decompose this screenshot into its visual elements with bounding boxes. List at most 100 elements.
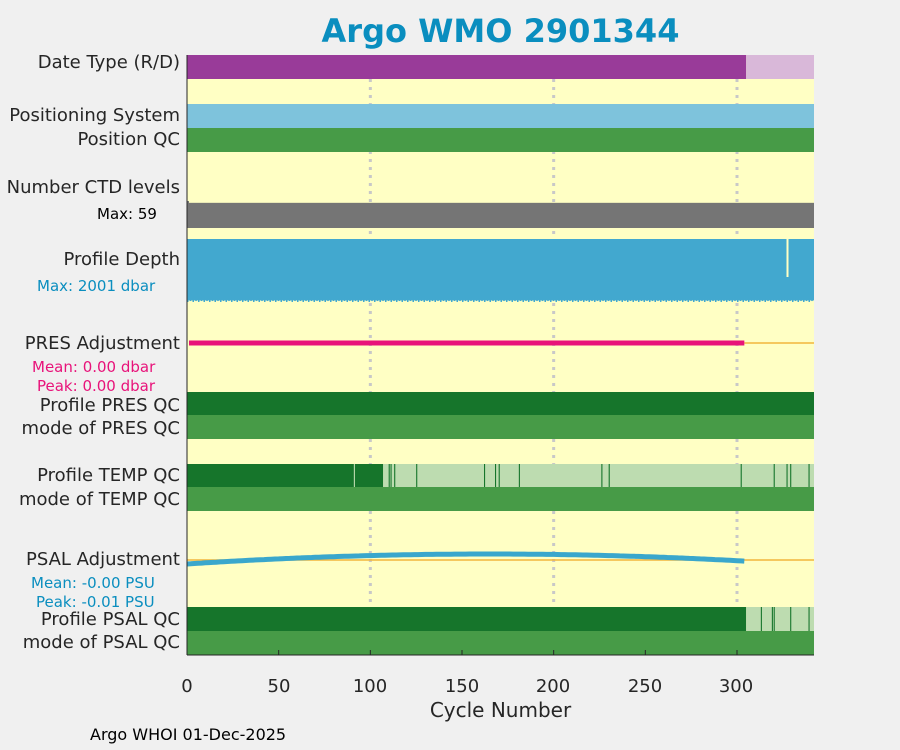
bars-layer [186,55,814,655]
profile-depth-column [225,239,227,302]
profile-depth-column [316,239,318,302]
profile-depth-column [448,239,450,302]
profile-depth-column [407,239,409,302]
row-label-profile-pres-qc: Profile PRES QC [39,395,180,416]
profile-depth-column [374,239,376,302]
profile-depth-column [431,239,434,302]
profile-depth-column [203,239,205,302]
profile-depth-column [649,239,651,302]
profile-psal-qc-partial-bar [746,607,814,631]
profile-depth-column [778,239,780,302]
ctd-levels-max-spike [187,201,189,228]
row-label-psal-adjustment: PSAL Adjustment [25,549,180,570]
profile-depth-column [602,239,604,302]
profile-depth-column [745,239,747,302]
profile-depth-column [506,239,508,302]
profile-depth-column [228,239,230,302]
x-tick-label-0: 0 [181,676,193,697]
profile-depth-column [693,239,695,302]
profile-depth-column [481,239,483,302]
profile-depth-column [288,239,291,302]
profile-depth-column [665,239,667,302]
profile-depth-column [459,239,461,302]
profile-depth-column [668,239,670,302]
profile-depth-column [497,239,500,302]
profile-depth-column [310,239,313,302]
profile-depth-column [327,239,329,302]
profile-depth-column [805,239,808,302]
profile-depth-column [723,239,725,302]
profile-depth-column [445,239,447,302]
profile-depth-column [189,239,192,302]
profile-depth-column [187,239,189,302]
profile-depth-column [456,239,458,302]
row-label-position-qc: Position QC [77,129,180,150]
profile-depth-column [717,239,720,302]
profile-depth-column [437,239,439,302]
profile-psal-qc-mark [808,607,810,631]
profile-temp-qc-mark [484,464,486,487]
profile-temp-qc-mark [790,464,792,487]
profile-temp-qc-mark [740,464,742,487]
profile-depth-column [704,239,706,302]
profile-depth-column [577,239,579,302]
profile-depth-column [297,239,299,302]
profile-depth-column [382,239,384,302]
profile-depth-column [299,239,302,302]
row-label-mode-psal-qc: mode of PSAL QC [22,632,180,653]
date-type-realtime-bar [746,55,814,79]
profile-depth-column [671,239,673,302]
profile-depth-column [547,239,549,302]
profile-depth-column [330,239,332,302]
profile-depth-column [616,239,618,302]
profile-depth-column [572,239,574,302]
profile-depth-column [660,239,662,302]
profile-psal-qc-good-bar [187,607,747,631]
profile-depth-column [451,239,453,302]
profile-depth-column [231,239,233,302]
ctd-levels-max-label: Max: 59 [97,205,157,223]
pres-adjustment-peak-label: Peak: 0.00 dbar [37,377,156,395]
x-tick-label-250: 250 [627,676,663,697]
profile-depth-column [605,239,607,302]
profile-depth-column [253,239,255,302]
profile-temp-qc-mark [808,464,810,487]
profile-depth-column [533,239,535,302]
profile-depth-column [255,239,258,302]
profile-depth-column [731,239,733,302]
profile-depth-column [305,239,307,302]
profile-depth-column [775,239,777,302]
profile-depth-column [371,239,373,302]
profile-depth-column [580,239,582,302]
profile-depth-column [475,239,478,302]
profile-depth-column [429,239,431,302]
profile-psal-qc-mark [771,607,773,631]
profile-depth-column [324,239,326,302]
profile-depth-column [211,239,214,302]
profile-depth-column [569,239,571,302]
profile-depth-column [357,239,359,302]
profile-depth-column [343,239,346,302]
positioning-system-bar [187,104,814,128]
profile-depth-column [354,239,357,302]
profile-depth-column [492,239,494,302]
profile-depth-column [739,239,742,302]
profile-depth-column [269,239,271,302]
profile-depth-column [783,239,786,302]
profile-depth-column [561,239,563,302]
x-tick-label-100: 100 [352,676,388,697]
profile-depth-column [539,239,541,302]
profile-depth-column [379,239,381,302]
profile-depth-column [233,239,236,302]
profile-depth-column [800,239,802,302]
profile-depth-max-label: Max: 2001 dbar [37,277,156,295]
profile-depth-column [244,239,247,302]
profile-depth-column [585,239,588,302]
profile-depth-column [478,239,480,302]
profile-depth-column [640,239,643,302]
profile-temp-qc-mark [388,464,390,487]
profile-depth-column [728,239,731,302]
profile-temp-qc-mark [608,464,610,487]
profile-depth-column [621,239,623,302]
row-label-mode-pres-qc: mode of PRES QC [21,418,180,439]
